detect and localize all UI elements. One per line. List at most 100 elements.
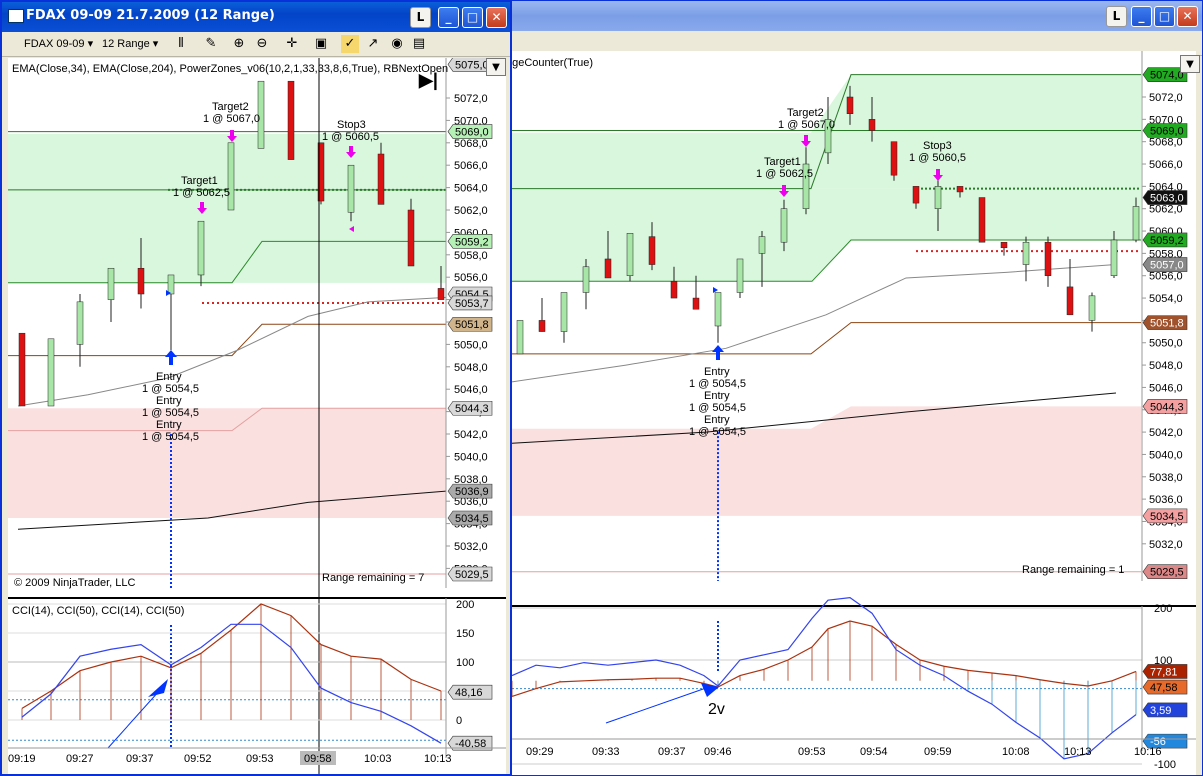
cci-badge: 47,58 <box>1150 682 1178 694</box>
price-tick-label: 5068,0 <box>1149 137 1183 149</box>
cci50-line <box>511 620 1137 697</box>
entry-qty: 1 @ 5054,5 <box>142 431 199 443</box>
time-label: 09:37 <box>126 753 154 765</box>
panel-dropdown-left[interactable]: ▼ <box>486 58 506 76</box>
entry-qty: 1 @ 5054,5 <box>689 378 746 390</box>
price-tick-label: 5050,0 <box>454 339 488 351</box>
record-icon[interactable]: ◉ <box>391 36 403 51</box>
cci-arrow-icon <box>148 679 168 697</box>
candle-body <box>257 80 265 149</box>
chart-window-left[interactable]: FDAX 09-09 21.7.2009 (12 Range) L _ □ ✕ … <box>0 0 512 776</box>
zoom-out-icon[interactable]: ⊖ <box>256 36 268 51</box>
instrument-selector[interactable]: FDAX 09-09 ▾ <box>24 38 94 50</box>
candle-body <box>1000 241 1008 249</box>
target2-qty: 1 @ 5067,0 <box>778 119 835 131</box>
red-zone-line <box>8 407 446 432</box>
magenta-arrow-icon <box>227 130 237 142</box>
time-label: 10:13 <box>1064 746 1092 758</box>
entry-qty: 1 @ 5054,5 <box>689 402 746 414</box>
entry-label: Entry <box>704 366 730 378</box>
price-tick-label: 5042,0 <box>1149 427 1183 439</box>
price-tick-label: 5054,0 <box>1149 293 1183 305</box>
candle-body <box>978 197 986 243</box>
interval-selector[interactable]: 12 Range ▾ <box>102 38 159 50</box>
price-badge-shape <box>447 400 493 416</box>
close-button-right[interactable]: ✕ <box>1177 6 1198 27</box>
price-tick-label: 5046,0 <box>454 384 488 396</box>
cci50-line <box>21 603 442 709</box>
price-tick-label: 5040,0 <box>454 451 488 463</box>
time-label: 10:08 <box>1002 746 1030 758</box>
strategy-icon[interactable]: ✓ <box>341 35 359 53</box>
restore-button-left[interactable]: L <box>410 7 431 28</box>
magenta-arrow-icon <box>933 169 943 181</box>
candle-body <box>1022 241 1030 265</box>
chart-window-right[interactable]: L _ □ ✕ Target2 1 @ 5067,0 Target1 1 @ 5062… <box>505 0 1203 776</box>
price-badge-shape <box>447 316 493 332</box>
candle-body <box>18 332 26 407</box>
price-badge: 5051,8 <box>455 319 489 331</box>
price-badge: 5044,3 <box>1150 401 1184 413</box>
cci-tick-label: 150 <box>456 628 474 640</box>
draw-tool-icon[interactable]: ✎ <box>205 36 217 51</box>
panel-dropdown-right[interactable]: ▼ <box>1180 55 1200 73</box>
minimize-button-left[interactable]: _ <box>438 7 459 28</box>
cci14-line <box>511 596 1137 760</box>
zoom-in-icon[interactable]: ⊕ <box>233 36 245 51</box>
price-badge: 5029,5 <box>1150 567 1184 579</box>
magenta-marker-icon <box>349 226 354 232</box>
title-bar-right[interactable]: L _ □ ✕ <box>506 1 1202 31</box>
cci-tick-label: 0 <box>456 715 462 727</box>
cci14-line <box>21 623 442 744</box>
price-tick-label: 5032,0 <box>1149 539 1183 551</box>
candle-body <box>648 236 656 265</box>
candle-body <box>287 80 295 160</box>
chart-style-icon[interactable]: ⫴ <box>178 36 184 51</box>
indicators-icon[interactable]: ↗ <box>367 36 379 51</box>
cci-badge: 77,81 <box>1150 666 1178 678</box>
crosshair-icon[interactable]: ✛ <box>286 36 298 51</box>
cci-trendline <box>107 689 161 749</box>
data-box-icon[interactable]: ▤ <box>412 36 426 51</box>
cci-badge-shape <box>1142 702 1188 718</box>
time-label: 09:33 <box>592 746 620 758</box>
price-badge: 5029,5 <box>455 569 489 581</box>
magenta-arrow-icon <box>779 185 789 197</box>
price-tick-label: 5048,0 <box>454 362 488 374</box>
candle-body <box>437 288 445 300</box>
cci-badge: 3,59 <box>1150 705 1171 717</box>
price-badge-shape <box>1142 399 1188 414</box>
stop3-label: Stop3 <box>923 140 952 152</box>
zone-upper-mid <box>8 240 446 284</box>
price-badge-shape <box>447 234 493 249</box>
entry-label: Entry <box>156 371 182 383</box>
minimize-button-right[interactable]: _ <box>1131 6 1152 27</box>
price-panel-left[interactable]: Target2 1 @ 5067,0 Stop3 1 @ 5060,5 Target1 1… <box>8 57 506 776</box>
maximize-button-right[interactable]: □ <box>1154 6 1175 27</box>
maximize-button-left[interactable]: □ <box>462 7 483 28</box>
candle-body <box>670 281 678 299</box>
ema34 <box>511 264 1117 383</box>
price-badge-shape <box>1142 190 1188 205</box>
title-bar-left[interactable]: FDAX 09-09 21.7.2009 (12 Range) L _ □ ✕ <box>2 2 510 32</box>
properties-icon[interactable]: ▣ <box>314 36 328 51</box>
candle-body <box>868 119 876 131</box>
magenta-arrow-icon <box>197 202 207 214</box>
red-zone <box>512 406 1141 516</box>
time-label: 09:27 <box>66 753 94 765</box>
close-button-left[interactable]: ✕ <box>486 7 507 28</box>
stop3-label: Stop3 <box>337 119 366 131</box>
time-label: 09:52 <box>184 753 212 765</box>
price-tick-label: 5038,0 <box>454 474 488 486</box>
cci-tick-label: 100 <box>456 657 474 669</box>
cci-trendline <box>605 687 707 724</box>
candle-body <box>317 142 325 202</box>
restore-button-right[interactable]: L <box>1106 6 1127 27</box>
copyright-label: © 2009 NinjaTrader, LLC <box>14 577 136 589</box>
price-panel-right[interactable]: Target2 1 @ 5067,0 Target1 1 @ 5062,5 Stop3 1… <box>506 51 1200 776</box>
candle-body <box>846 96 854 115</box>
price-tick-label: 5064,0 <box>454 183 488 195</box>
cci-badge-shape <box>1142 733 1188 749</box>
